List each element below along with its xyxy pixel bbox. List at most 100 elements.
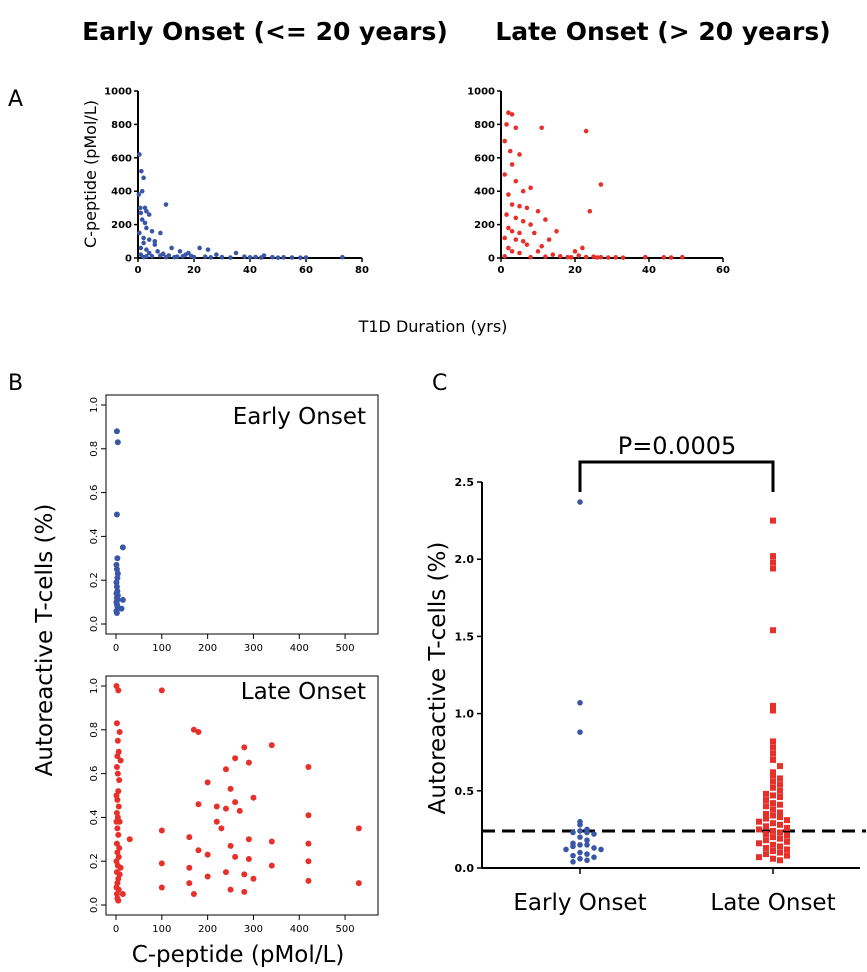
b-late-point [355, 825, 362, 832]
a-late-point [520, 218, 526, 224]
c-late-point [770, 517, 776, 524]
b-late-point [195, 728, 202, 735]
c-late-point [756, 818, 762, 825]
c-late-point [756, 840, 762, 847]
c-early-point [591, 854, 597, 860]
a-late-point [504, 212, 509, 217]
a-late-point [513, 125, 519, 131]
c-early-point [577, 821, 583, 828]
a-early-y-tick-label: 600 [111, 153, 132, 164]
a-early-point [146, 250, 152, 256]
a-late-point [546, 237, 552, 242]
a-late-point [550, 252, 556, 257]
panel-a-x-axis-label: T1D Duration (yrs) [358, 317, 508, 336]
b-late-point [268, 742, 275, 749]
b-late-point [250, 875, 257, 882]
a-late-x-tick-label: 60 [716, 265, 730, 276]
a-early-point [141, 175, 146, 181]
significance-bracket [578, 460, 775, 492]
c-late-point [777, 809, 783, 816]
a-early-point [141, 240, 146, 246]
a-late-point [535, 249, 541, 254]
b-late-point [113, 720, 120, 727]
c-early-point [591, 845, 597, 851]
panel-label-b: B [8, 371, 23, 396]
b-early-x-tick-label: 100 [152, 643, 171, 654]
panel-b-early-scatter: 0.0 0.2 0.4 0.6 0.8 1.0 0 100 200 300 400 500 [89, 394, 379, 654]
b-early-point [113, 561, 120, 568]
a-early-point [146, 237, 152, 242]
a-late-point [643, 254, 648, 260]
panel-label-c: C [432, 371, 447, 396]
a-early-point [160, 251, 166, 257]
b-late-point [113, 891, 120, 898]
c-late-point [777, 814, 783, 821]
c-late-point [756, 854, 762, 861]
c-late-point [770, 800, 776, 807]
a-late-point [509, 249, 515, 254]
b-late-point [115, 687, 122, 694]
c-late-point [763, 797, 769, 804]
b-late-point [222, 805, 229, 812]
b-late-point [195, 801, 202, 808]
b-early-y-tick-label: 0.8 [89, 441, 100, 457]
b-late-point [186, 864, 193, 871]
b-late-point [117, 864, 124, 871]
c-late-point [777, 787, 783, 794]
b-early-point [113, 511, 120, 518]
b-late-point [241, 871, 248, 878]
a-early-point [139, 168, 144, 174]
a-late-point [569, 255, 574, 260]
b-late-point [227, 785, 234, 792]
a-late-point [513, 215, 519, 221]
a-early-point [247, 255, 253, 260]
c-late-point [770, 553, 776, 560]
c-early-point [584, 857, 590, 864]
a-early-y-tick-label: 800 [111, 120, 132, 131]
b-late-point [245, 856, 252, 863]
b-late-x-tick-label: 500 [336, 924, 355, 935]
a-late-point [606, 255, 611, 260]
b-late-point [186, 880, 193, 887]
a-late-point [554, 228, 559, 234]
b-late-point [114, 770, 121, 777]
a-early-x-tick-label: 40 [243, 265, 257, 276]
b-late-point [250, 794, 257, 801]
b-late-x-tick-label: 0 [113, 924, 119, 935]
c-early-point [570, 829, 576, 836]
a-late-y-tick-label: 800 [474, 120, 495, 131]
a-early-point [275, 255, 281, 260]
c-late-point [770, 565, 776, 572]
a-early-point [183, 252, 188, 257]
b-late-point [195, 847, 202, 854]
b-late-point [113, 764, 120, 771]
c-late-point [770, 738, 776, 745]
c-late-point [770, 756, 776, 763]
a-early-point [144, 225, 149, 231]
c-early-point [563, 846, 569, 853]
a-late-y-tick-label: 600 [474, 153, 495, 164]
a-early-point [149, 228, 155, 234]
b-early-x-tick-label: 500 [336, 643, 355, 654]
b-late-point [232, 853, 239, 860]
b-late-point [115, 831, 122, 838]
b-late-y-tick-label: 1.0 [89, 678, 100, 694]
b-early-y-tick-label: 0.6 [89, 485, 100, 501]
b-early-point [113, 583, 120, 590]
p-value-label: P=0.0005 [618, 432, 737, 460]
c-late-point [763, 837, 769, 844]
b-late-point [204, 851, 211, 858]
a-late-y-tick-label: 400 [474, 187, 495, 198]
a-early-point [208, 255, 214, 260]
a-late-point [524, 205, 530, 211]
a-late-point [520, 239, 526, 244]
c-late-point [784, 824, 790, 831]
a-late-point [520, 188, 526, 194]
a-late-point [572, 249, 578, 254]
b-late-point [116, 728, 123, 735]
c-late-point [784, 838, 790, 845]
a-early-point [152, 242, 158, 247]
b-late-point [158, 687, 165, 694]
b-late-point [158, 860, 165, 867]
c-y-tick-label: 0.0 [455, 862, 475, 875]
